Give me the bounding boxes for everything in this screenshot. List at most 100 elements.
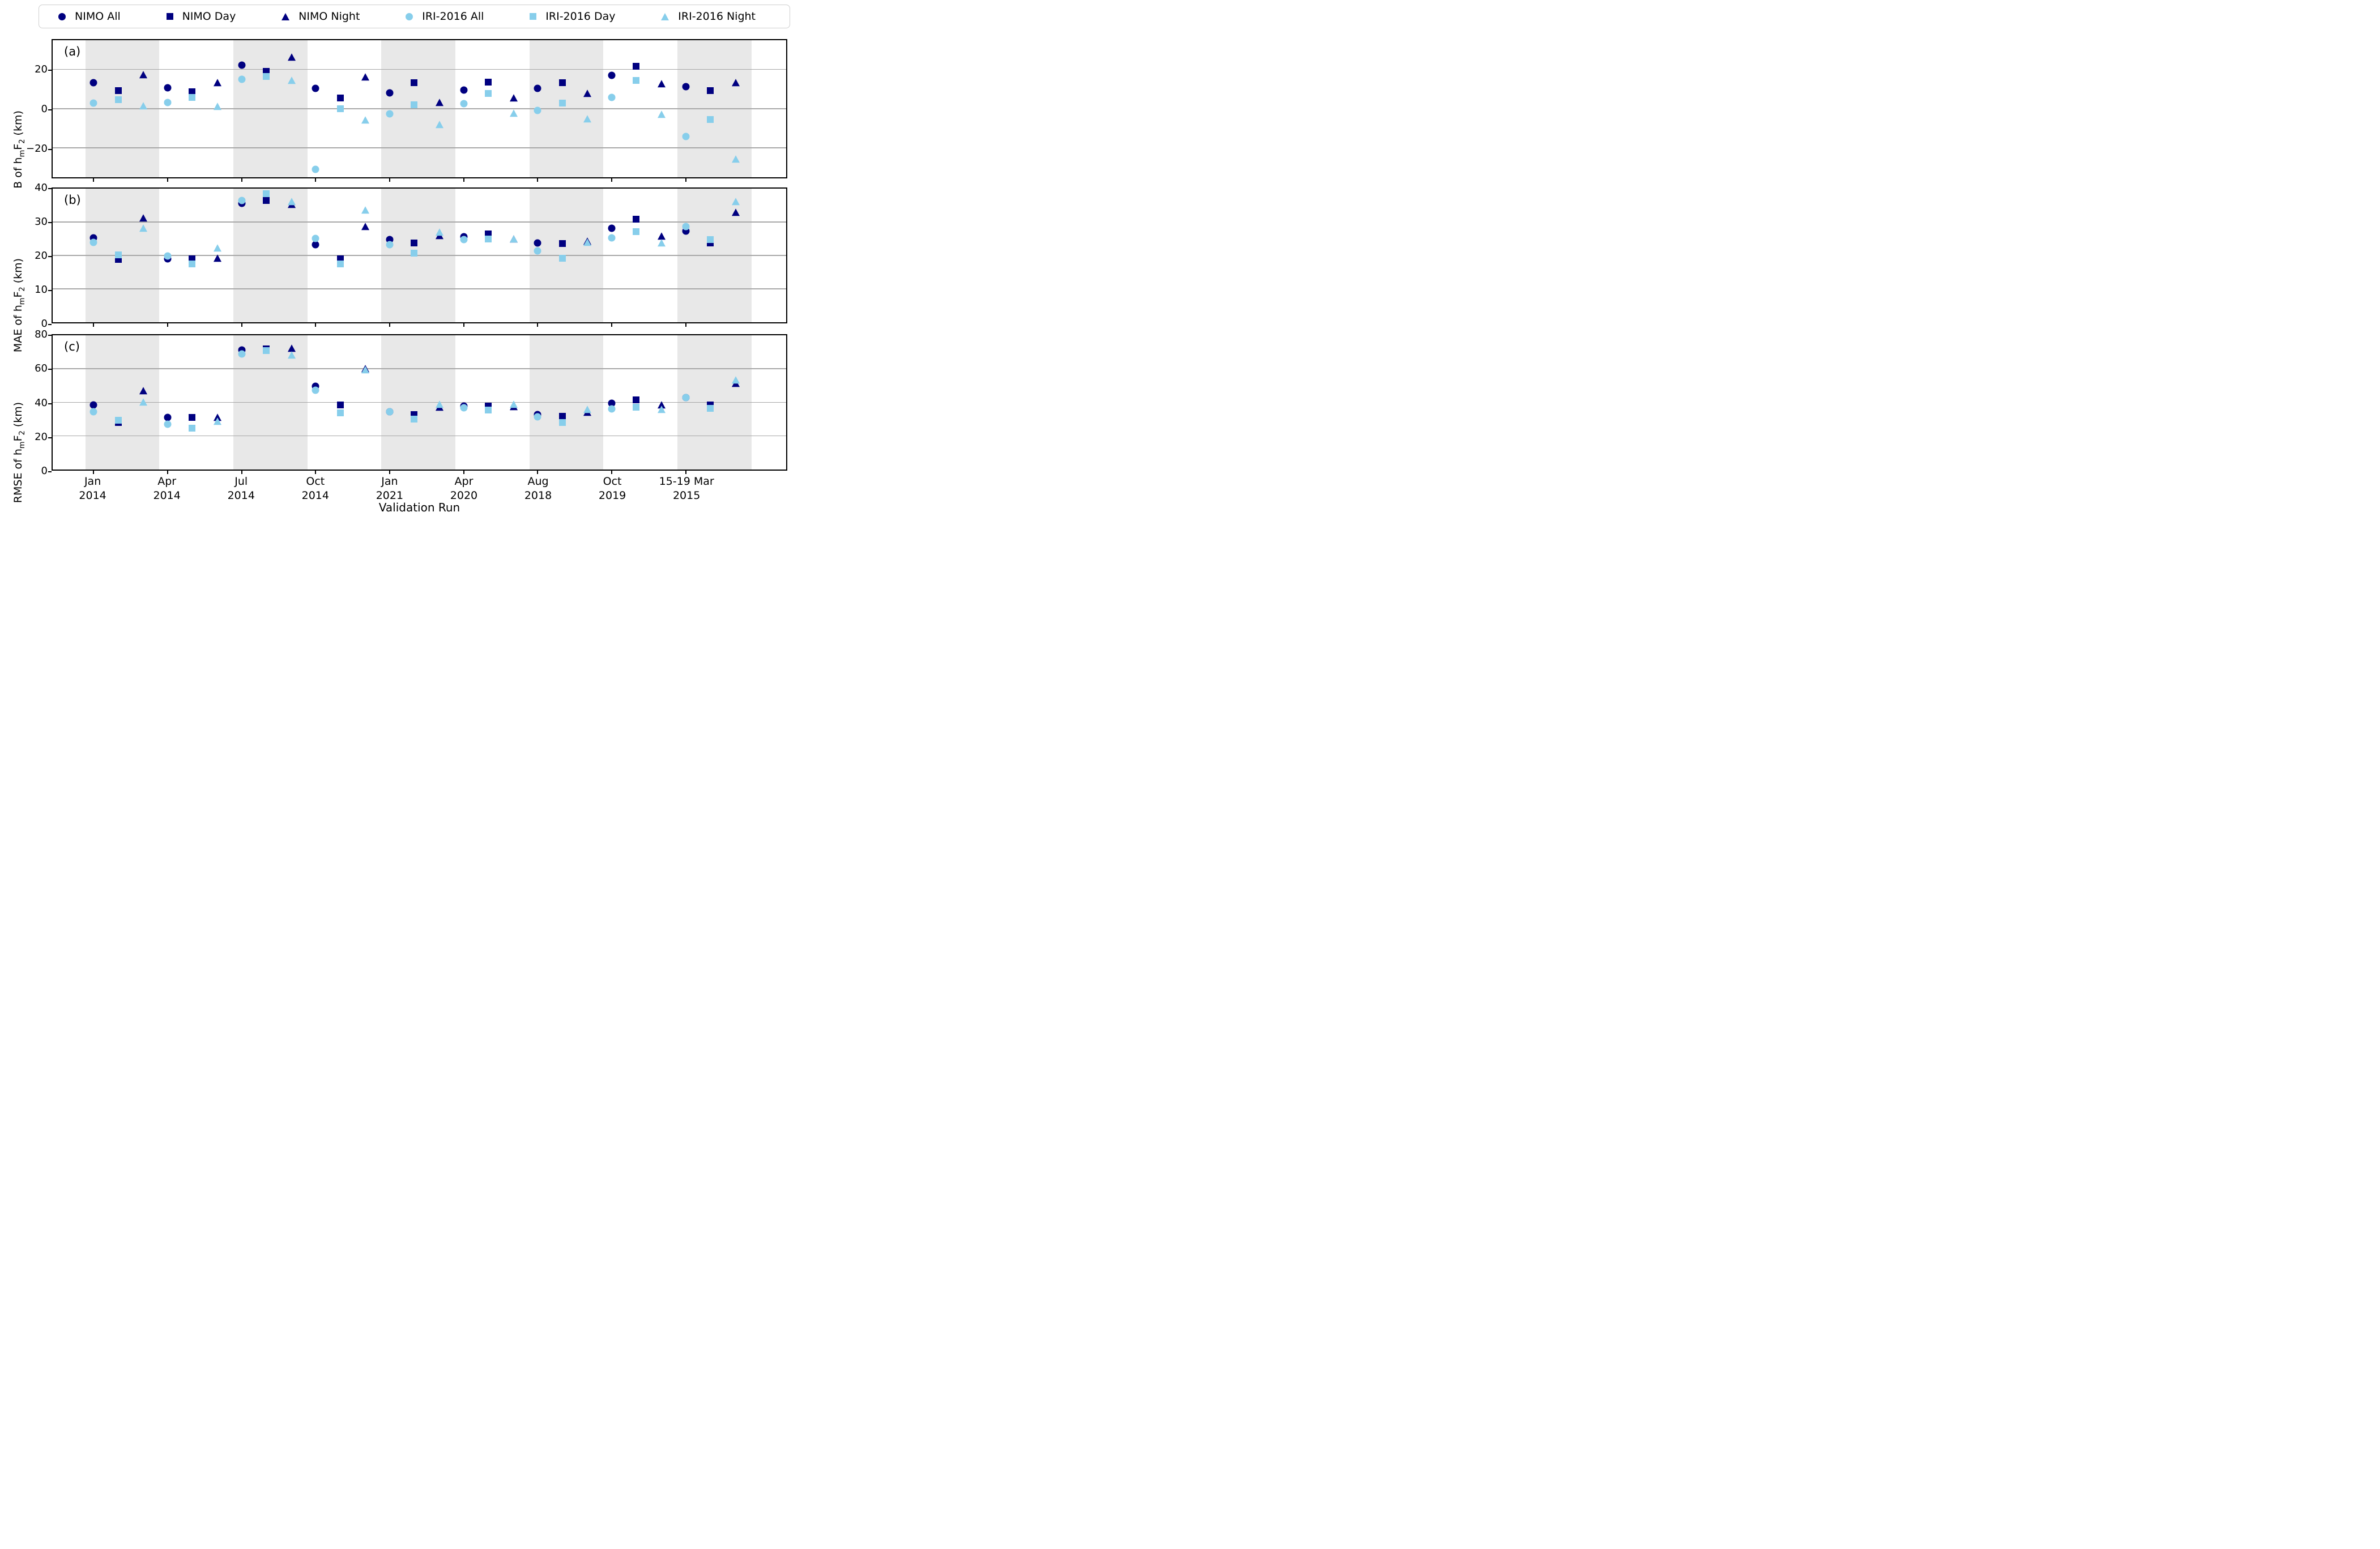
marker--a--nimo-day-4: [411, 79, 418, 86]
y-axis-label-part: m: [18, 441, 27, 449]
x-tick-mark: [167, 471, 169, 474]
marker--a--nimo-day-8: [706, 87, 714, 94]
y-axis-label: RMSE of hmF2 (km): [12, 402, 27, 502]
marker--b--iri-2016-all-6: [534, 247, 541, 255]
marker--c--iri-2016-all-4: [386, 408, 394, 416]
y-tick-mark: [48, 290, 52, 291]
marker--b--iri-2016-all-7: [608, 234, 616, 242]
panel--b-: 0 10 20 30 40 (b) MAE of hmF2 (km): [12, 183, 787, 352]
marker--a--nimo-all-7: [608, 71, 616, 79]
legend-item-iri-2016-night: IRI-2016 Night: [661, 10, 756, 23]
x-category-line1: Apr: [454, 475, 474, 488]
x-category-line2: 2019: [598, 489, 626, 502]
marker--a--nimo-night-1: [213, 78, 221, 86]
nimo-day-marker-icon: [166, 13, 173, 20]
nimo-all-marker-icon: [58, 12, 66, 20]
x-tick-mark: [315, 471, 317, 474]
y-tick-mark: [48, 403, 52, 404]
marker--a--nimo-night-8: [731, 79, 740, 87]
marker--a--iri-2016-day-0: [114, 96, 122, 104]
y-axis-label-part: 2: [18, 139, 27, 144]
y-tick-label: 20: [35, 63, 48, 75]
marker--a--iri-2016-all-5: [460, 100, 468, 108]
gridline: [53, 435, 786, 437]
gridline: [53, 69, 786, 70]
x-category-line2: 2021: [376, 489, 404, 502]
x-tick-mark: [93, 178, 95, 182]
marker--b--iri-2016-night-0: [139, 224, 148, 232]
legend-label: NIMO All: [75, 10, 121, 23]
marker--b--iri-2016-day-7: [633, 228, 640, 236]
marker--a--iri-2016-night-4: [435, 121, 443, 129]
x-category-label-6: Aug 2018: [498, 475, 578, 503]
marker--c--iri-2016-night-5: [509, 400, 518, 408]
x-category-label-0: Jan 2014: [53, 475, 133, 503]
marker--b--iri-2016-night-7: [657, 239, 666, 247]
y-tick-label: 40: [35, 182, 48, 194]
legend-item-nimo-all: NIMO All: [58, 10, 121, 23]
marker--a--iri-2016-night-8: [731, 155, 740, 163]
marker--a--nimo-night-5: [509, 94, 518, 102]
y-tick-label: 20: [35, 430, 48, 443]
marker--c--iri-2016-all-6: [534, 413, 541, 421]
y-tick-mark: [48, 109, 52, 110]
x-category-line2: 2020: [450, 489, 478, 502]
marker--a--nimo-night-2: [287, 53, 296, 61]
iri-2016-all-marker-icon: [406, 12, 413, 20]
marker--b--iri-2016-all-0: [89, 238, 97, 246]
legend-item-nimo-day: NIMO Day: [166, 10, 236, 23]
y-tick-mark: [48, 149, 52, 151]
marker--b--nimo-night-7: [657, 232, 666, 240]
x-category-line2: 2015: [672, 489, 701, 502]
marker--b--iri-2016-all-3: [312, 234, 319, 242]
x-tick-mark: [93, 471, 95, 474]
marker--a--nimo-day-7: [633, 63, 640, 70]
y-axis-label-part: RMSE of h: [12, 448, 24, 503]
marker--b--iri-2016-night-2: [287, 197, 296, 205]
y-axis-label-part: (km): [12, 110, 24, 139]
iri-2016-night-marker-icon: [661, 12, 669, 20]
figure: NIMO All NIMO Day NIMO Night IRI-2016 All IR…: [0, 0, 794, 517]
x-tick-mark: [167, 323, 169, 327]
marker--a--iri-2016-all-0: [89, 99, 97, 107]
panel-letter: (b): [64, 193, 81, 207]
x-tick-mark: [537, 471, 539, 474]
legend-label: IRI-2016 Day: [545, 10, 616, 23]
x-tick-mark: [463, 471, 464, 474]
marker--c--iri-2016-day-2: [262, 347, 270, 354]
legend-label: NIMO Day: [182, 10, 236, 23]
legend-item-iri-2016-all: IRI-2016 All: [406, 10, 484, 23]
marker--b--iri-2016-all-8: [682, 223, 690, 231]
marker--a--iri-2016-night-6: [583, 115, 592, 123]
x-category-line2: 2014: [153, 489, 181, 502]
marker--b--nimo-day-2: [262, 197, 270, 204]
y-tick-mark: [48, 256, 52, 257]
marker--a--iri-2016-night-3: [361, 116, 370, 124]
marker--a--nimo-day-6: [558, 79, 566, 87]
marker--a--iri-2016-all-6: [534, 106, 541, 114]
y-axis-label-part: (km): [12, 258, 24, 287]
marker--b--nimo-day-6: [558, 240, 566, 248]
marker--a--nimo-all-5: [460, 86, 468, 94]
marker--c--iri-2016-day-4: [411, 415, 418, 423]
marker--c--iri-2016-day-6: [558, 419, 566, 426]
marker--b--iri-2016-day-6: [558, 255, 566, 262]
marker--b--iri-2016-day-3: [336, 260, 344, 267]
x-category-label-5: Apr 2020: [424, 475, 504, 503]
x-category-label-7: Oct 2019: [573, 475, 652, 503]
x-tick-mark: [463, 323, 464, 327]
nimo-night-marker-icon: [281, 12, 290, 20]
marker--c--iri-2016-night-1: [213, 417, 221, 425]
marker--c--iri-2016-night-6: [583, 406, 592, 413]
x-category-label-3: Oct 2014: [276, 475, 355, 503]
marker--b--nimo-night-1: [213, 254, 221, 262]
marker--c--nimo-all-1: [164, 413, 172, 421]
gridline: [53, 402, 786, 403]
marker--b--iri-2016-night-4: [435, 228, 443, 236]
x-category-label-1: Apr 2014: [127, 475, 207, 503]
y-tick-label: 40: [35, 396, 48, 409]
marker--a--nimo-day-1: [189, 88, 196, 96]
marker--a--nimo-day-5: [484, 78, 492, 86]
x-tick-mark: [537, 178, 539, 182]
y-tick-label: 0: [41, 465, 48, 477]
